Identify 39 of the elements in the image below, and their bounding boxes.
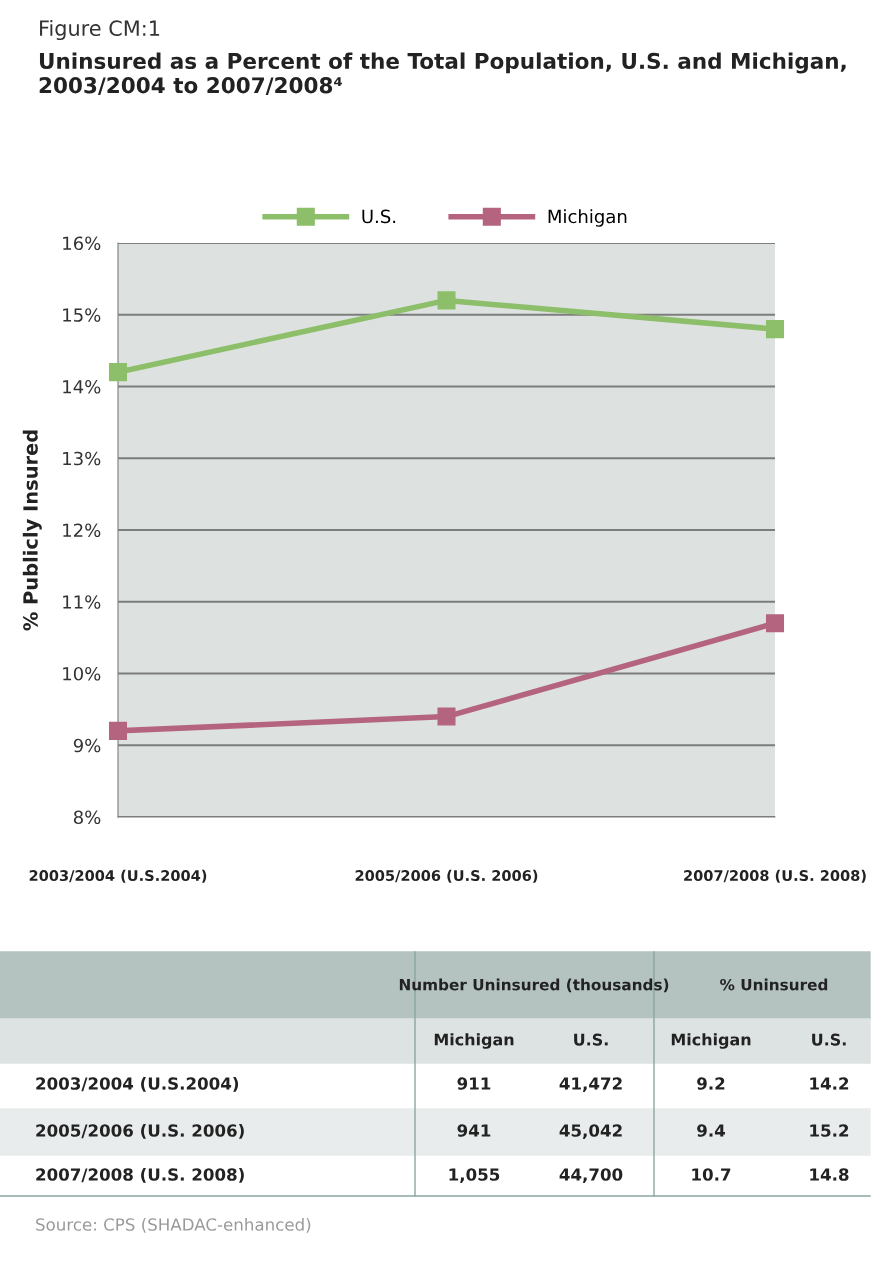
text: 15.2 — [810, 1124, 849, 1137]
y-tick-label: 15% — [63, 308, 101, 322]
y-tick-label: 11% — [63, 595, 101, 609]
x-tick-label: 2005/2006 (U.S. 2006) — [355, 869, 538, 883]
y-tick-label: 12% — [63, 523, 101, 538]
text: 44,700 — [559, 1168, 623, 1183]
text: Michigan — [434, 1033, 514, 1049]
text: Number Uninsured (thousands) — [399, 978, 669, 993]
source-note: Source: CPS (SHADAC-enhanced) — [36, 1217, 311, 1233]
text: 941 — [457, 1124, 491, 1137]
y-tick-label: 10% — [63, 666, 101, 681]
text: 10.7 — [692, 1168, 731, 1181]
text: 14.8 — [810, 1168, 849, 1181]
text: 9.2 — [697, 1077, 725, 1090]
text: U.S. — [812, 1033, 846, 1046]
text: U.S. — [574, 1033, 608, 1046]
category-label: 2007/2008 (U.S. 2008) — [36, 1167, 244, 1183]
y-tick-label: 9% — [73, 738, 101, 753]
text: 1,055 — [449, 1168, 500, 1183]
text: 14.2 — [810, 1077, 849, 1090]
x-tick-label: 2007/2008 (U.S. 2008) — [684, 869, 866, 883]
x-tick-label: 2003/2004 (U.S.2004) — [29, 869, 207, 883]
y-tick-label: 14% — [63, 379, 101, 394]
text: % Uninsured — [720, 978, 828, 991]
text: 45,042 — [559, 1124, 622, 1139]
legend-label: U.S. — [362, 209, 396, 224]
chart-title: Uninsured as a Percent of the Total Population, U.S. and Michigan, 2003/2004 to 2007/2008⁴ — [39, 52, 846, 96]
category-label: 2003/2004 (U.S.2004) — [36, 1076, 239, 1092]
text: 41,472 — [559, 1077, 622, 1092]
legend-label: Michigan — [548, 209, 627, 227]
y-tick-label: 13% — [63, 451, 101, 466]
category-label: 2005/2006 (U.S. 2006) — [36, 1123, 244, 1139]
y-axis-title: % Publicly Insured — [22, 430, 42, 631]
text: 9.4 — [697, 1124, 725, 1137]
text: Figure CM:1 — [40, 19, 160, 41]
y-tick-label: 8% — [73, 810, 101, 825]
text: 911 — [457, 1077, 491, 1090]
text: Michigan — [671, 1033, 751, 1049]
y-tick-label: 16% — [63, 236, 101, 251]
